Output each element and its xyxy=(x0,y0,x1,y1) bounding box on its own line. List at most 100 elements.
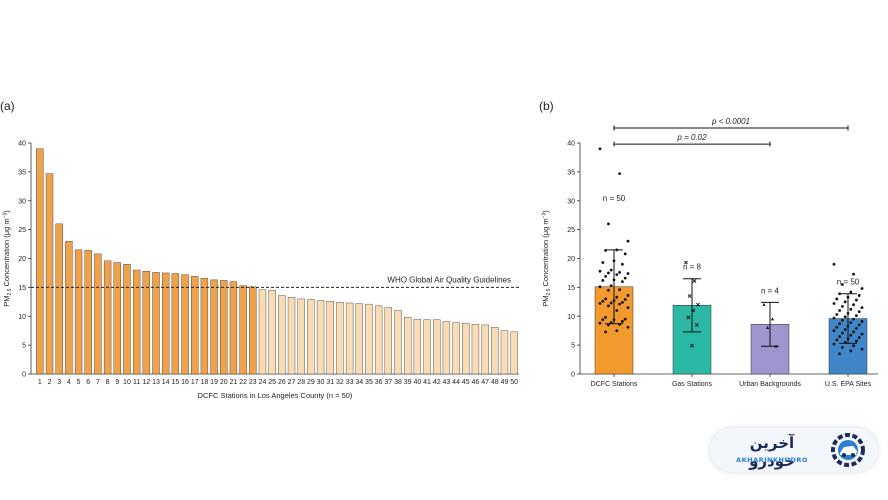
x-tick-label: 24 xyxy=(259,379,267,386)
data-point xyxy=(832,316,836,320)
data-point xyxy=(832,342,836,346)
x-tick-label: 47 xyxy=(481,379,489,386)
who-guideline-label: WHO Global Air Quality Guidelines xyxy=(387,275,511,284)
bar xyxy=(132,269,141,375)
bar xyxy=(510,331,518,375)
panel-a-label: (a) xyxy=(0,99,15,113)
x-tick-label: 45 xyxy=(462,379,470,386)
data-point xyxy=(601,261,605,264)
x-tick-label: DCFC Stations xyxy=(591,381,638,388)
bar xyxy=(161,272,170,375)
x-tick-label: 17 xyxy=(191,379,199,386)
x-tick-label: 5 xyxy=(77,379,81,386)
x-tick-label: 30 xyxy=(317,379,325,386)
x-tick-label: 1 xyxy=(38,379,42,386)
y-tick-label: 35 xyxy=(18,169,26,176)
p-value-label: p = 0.02 xyxy=(676,133,707,142)
y-tick-label: 10 xyxy=(567,314,575,321)
x-tick-label: 40 xyxy=(413,379,421,386)
data-point xyxy=(601,299,605,303)
data-point xyxy=(626,272,630,275)
bar xyxy=(229,281,238,375)
data-point xyxy=(684,260,688,265)
data-point xyxy=(857,323,861,327)
data-point xyxy=(852,272,855,276)
data-point xyxy=(838,352,841,356)
bar xyxy=(74,249,83,375)
bar xyxy=(297,298,305,375)
data-point xyxy=(598,285,602,289)
panel-a-y-axis-title: PM2.5 Concentration (μg m−3) xyxy=(2,210,13,307)
x-tick-label: 6 xyxy=(86,379,90,386)
bar xyxy=(413,318,422,375)
x-tick-label: 43 xyxy=(443,379,451,386)
x-tick-label: 2 xyxy=(48,379,52,386)
data-point xyxy=(855,326,858,330)
y-tick-label: 5 xyxy=(22,343,26,350)
bar xyxy=(433,319,441,375)
data-point xyxy=(766,326,770,329)
data-point xyxy=(835,325,839,329)
data-point xyxy=(832,262,836,266)
x-tick-label: U.S. EPA Sites xyxy=(825,381,872,388)
data-point xyxy=(615,273,619,277)
data-point xyxy=(615,329,619,333)
x-tick-label: 49 xyxy=(501,379,509,386)
p-value-label: p < 0.0001 xyxy=(711,117,750,126)
x-tick-label: 48 xyxy=(491,379,499,386)
y-title-pm: PM xyxy=(541,296,550,307)
y-tick-label: 25 xyxy=(18,227,26,234)
data-point xyxy=(604,316,607,319)
data-point xyxy=(860,306,864,309)
bar xyxy=(142,271,151,375)
bar xyxy=(249,286,257,375)
x-tick-label: 28 xyxy=(297,379,305,386)
y-tick-label: 35 xyxy=(567,169,575,176)
y-tick-label: 40 xyxy=(567,141,575,148)
bar xyxy=(200,277,209,375)
bar xyxy=(326,301,334,375)
data-point xyxy=(615,309,619,312)
y-title-sub: 2.5 xyxy=(7,288,13,295)
panel-b-x-axis: DCFC Stations Gas Stations Urban Backgroun… xyxy=(591,374,872,388)
data-point xyxy=(623,298,627,301)
gear-car-icon xyxy=(831,433,865,467)
data-point xyxy=(598,302,602,305)
bar xyxy=(500,330,509,375)
x-tick-label: 27 xyxy=(288,379,296,386)
x-tick-label: 39 xyxy=(404,379,412,386)
panel-b-label: (b) xyxy=(539,99,554,113)
x-tick-label: 32 xyxy=(336,379,344,386)
data-point xyxy=(838,322,841,326)
data-point xyxy=(692,279,697,283)
x-tick-label: 37 xyxy=(384,379,392,386)
data-point xyxy=(852,330,855,334)
data-point xyxy=(860,320,864,323)
y-tick-label: 0 xyxy=(22,372,26,379)
data-point xyxy=(860,332,864,336)
x-tick-label: 11 xyxy=(133,379,140,386)
panel-b-bars xyxy=(594,286,868,375)
n-label: n = 50 xyxy=(837,278,860,287)
n-label: n = 50 xyxy=(603,194,626,203)
panel-b-error-bars xyxy=(605,249,857,347)
data-point xyxy=(841,331,844,335)
logo-name: آخرین خودرو xyxy=(749,434,795,470)
data-point xyxy=(623,276,627,280)
x-tick-label: 25 xyxy=(268,379,276,386)
data-point xyxy=(623,252,627,256)
data-point xyxy=(598,321,602,325)
y-tick-label: 30 xyxy=(18,198,26,205)
data-point xyxy=(855,314,858,318)
data-point xyxy=(849,321,853,325)
data-point xyxy=(618,302,621,306)
logo-subtitle: AKHARINKHODRO xyxy=(736,456,808,464)
x-tick-label: 23 xyxy=(249,379,257,386)
x-tick-label: 21 xyxy=(230,379,238,386)
data-point xyxy=(855,298,858,302)
y-title-sub: 2.5 xyxy=(546,288,552,295)
bar xyxy=(316,300,325,375)
panel-a-bars xyxy=(36,148,518,375)
bar xyxy=(191,276,199,375)
